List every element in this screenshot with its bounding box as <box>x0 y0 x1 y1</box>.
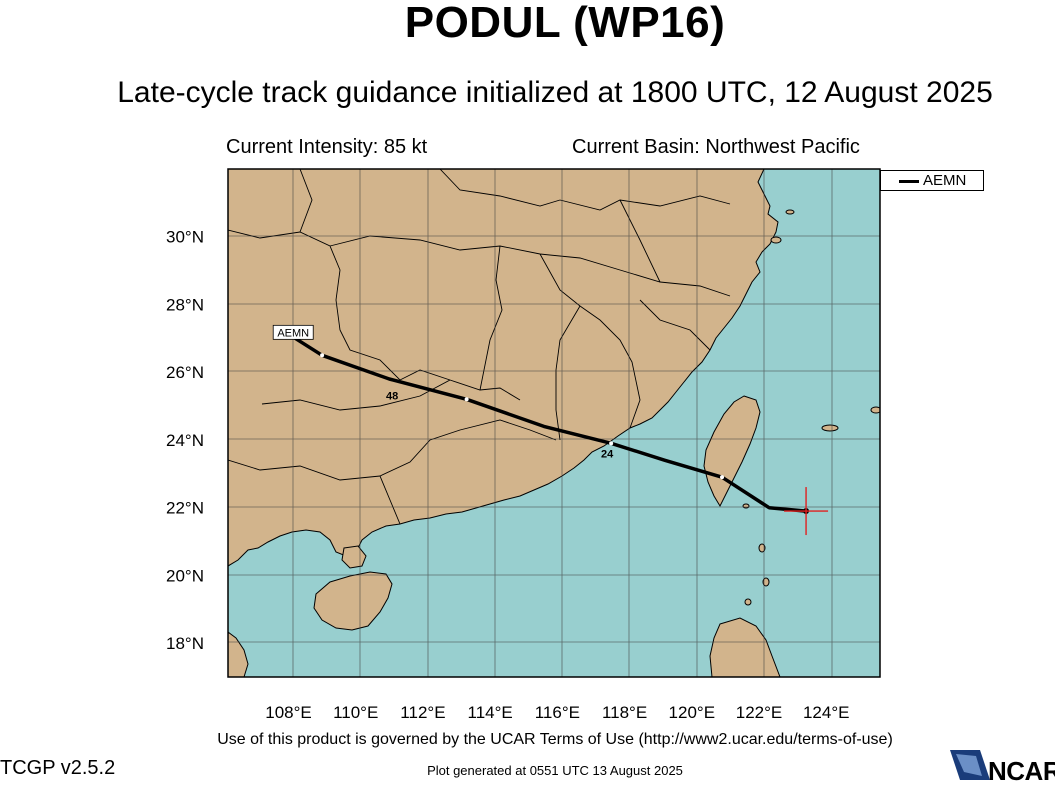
legend-label-aemn: AEMN <box>923 172 967 189</box>
generated-timestamp: Plot generated at 0551 UTC 13 August 202… <box>427 763 683 778</box>
mainland-landmass <box>228 169 779 567</box>
lon-tick-label: 114°E <box>468 703 513 722</box>
legend: AEMN <box>880 170 984 191</box>
latitude-tick-labels: 18°N 20°N 22°N 24°N 26°N 28°N 30°N <box>166 228 204 653</box>
lon-tick-label: 108°E <box>265 703 312 722</box>
track-end-label-box <box>272 324 314 340</box>
track-point <box>464 397 469 402</box>
version-label: TCGP v2.5.2 <box>0 757 116 779</box>
lon-tick-label: 122°E <box>736 703 783 722</box>
lon-tick-label: 124°E <box>803 703 850 722</box>
tau-label: 24 <box>601 448 614 460</box>
lat-tick-label: 28°N <box>166 295 204 314</box>
graticule <box>228 169 880 677</box>
lon-tick-label: 110°E <box>333 703 378 722</box>
storm-title: PODUL (WP16) <box>404 0 726 47</box>
lat-tick-label: 24°N <box>166 431 204 450</box>
map-frame <box>227 168 881 678</box>
track-point <box>320 353 325 358</box>
hainan-island <box>313 571 393 631</box>
small-islands <box>742 209 880 606</box>
lon-tick-label: 118°E <box>602 703 647 722</box>
current-basin: Current Basin: Northwest Pacific <box>572 136 860 158</box>
luzon-island <box>709 617 781 677</box>
lon-tick-label: 112°E <box>400 703 445 722</box>
vietnam-coast <box>228 631 249 677</box>
forecast-tracks: 24 48 AEMN <box>272 324 810 515</box>
longitude-tick-labels: 108°E 110°E 112°E 114°E 116°E 118°E 120°E 122°E… <box>265 703 849 722</box>
ncar-logo-icon <box>950 750 990 780</box>
tau-label: 48 <box>386 391 398 403</box>
ncar-logo-text: NCAR <box>988 756 1055 786</box>
province-boundaries <box>228 169 731 525</box>
lat-tick-label: 20°N <box>166 566 204 585</box>
lat-tick-label: 22°N <box>166 499 204 518</box>
track-point <box>609 441 614 446</box>
land-layer <box>228 169 880 677</box>
current-position-marker <box>784 487 829 536</box>
lat-tick-label: 30°N <box>166 228 204 247</box>
taiwan-island <box>703 395 761 508</box>
lat-tick-label: 26°N <box>166 363 204 382</box>
lat-tick-label: 18°N <box>166 634 204 653</box>
current-intensity: Current Intensity: 85 kt <box>226 136 428 158</box>
track-line <box>294 336 807 513</box>
terms-of-use-note: Use of this product is governed by the U… <box>217 731 893 748</box>
track-end-label: AEMN <box>277 327 309 339</box>
track-point <box>720 475 725 480</box>
guidance-subtitle: Late-cycle track guidance initialized at… <box>117 76 993 109</box>
legend-line-aemn <box>899 180 919 183</box>
lon-tick-label: 120°E <box>669 703 716 722</box>
lon-tick-label: 116°E <box>535 703 580 722</box>
